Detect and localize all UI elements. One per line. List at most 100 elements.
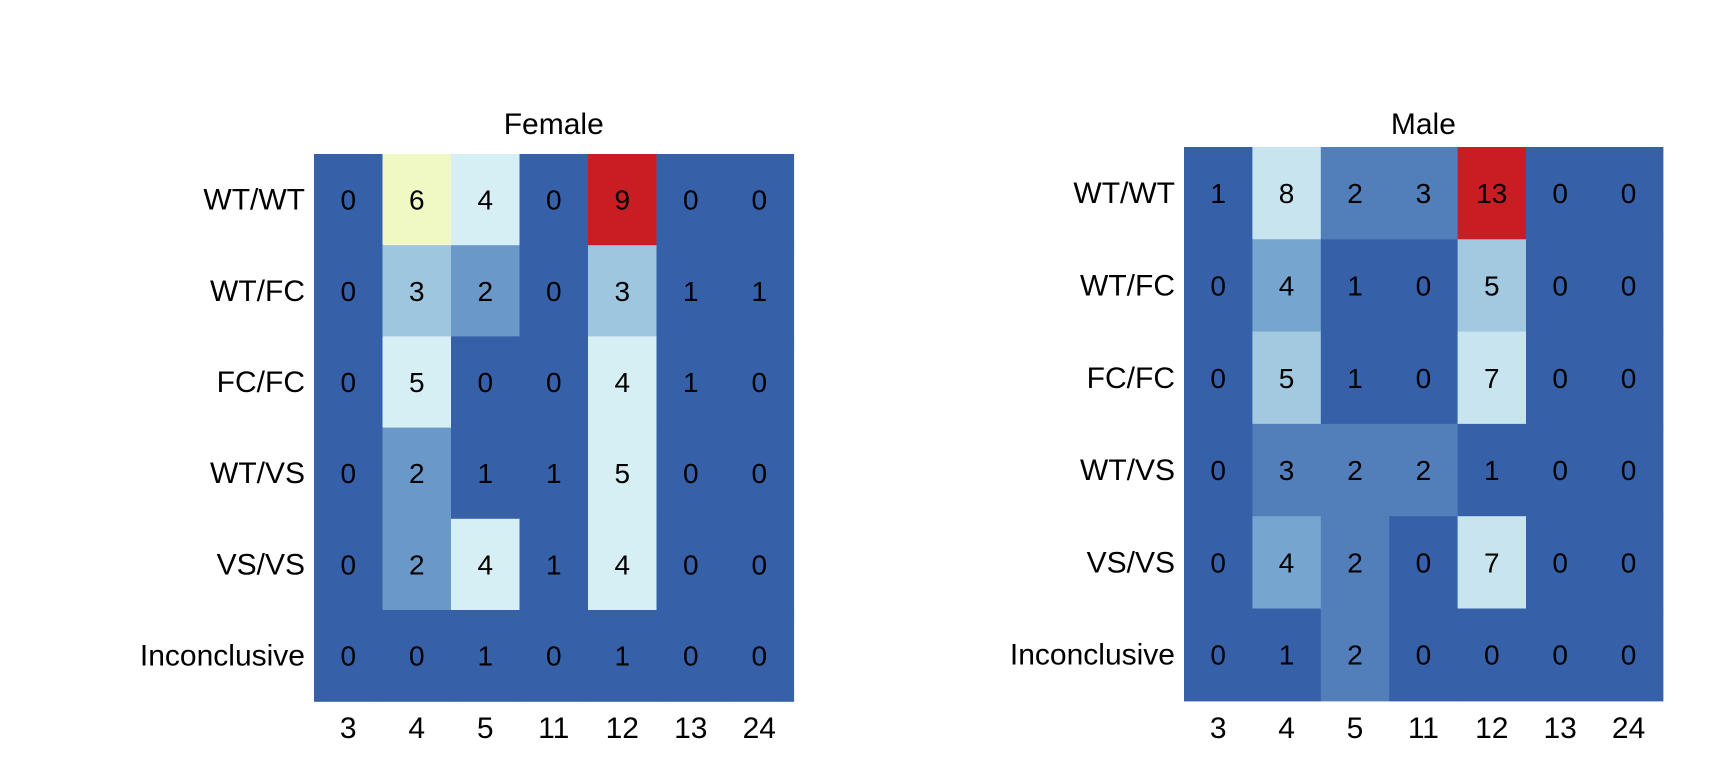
column-label: 13 <box>1544 712 1577 745</box>
heatmap-cell <box>451 518 521 611</box>
cell-value-label: 2 <box>1347 455 1363 486</box>
cell-value-label: 3 <box>409 276 425 307</box>
heatmap-cell <box>1594 239 1664 333</box>
heatmap-cell <box>656 336 726 429</box>
heatmap-cell <box>451 336 521 429</box>
row-label: Inconclusive <box>140 640 305 673</box>
column-label: 24 <box>1612 712 1645 745</box>
heatmap-cell <box>1184 331 1253 425</box>
cell-value-label: 2 <box>477 276 493 307</box>
column-label: 11 <box>538 712 569 745</box>
heatmap-cell <box>1389 516 1459 610</box>
cell-value-label: 0 <box>1552 640 1568 671</box>
cell-value-label: 0 <box>1621 178 1637 209</box>
cell-value-label: 1 <box>751 276 767 307</box>
cell-value-label: 0 <box>1621 640 1637 671</box>
cell-value-label: 0 <box>1210 455 1226 486</box>
row-label: WT/VS <box>210 457 305 490</box>
cell-value-label: 2 <box>1347 547 1363 578</box>
cell-value-label: 0 <box>1552 178 1568 209</box>
heatmap-cell <box>1457 423 1527 517</box>
heatmap-cell <box>656 518 726 611</box>
cell-value-label: 1 <box>1279 640 1295 671</box>
heatmap-cell <box>725 154 795 246</box>
column-label: 5 <box>1347 712 1364 745</box>
heatmap-cell <box>1389 147 1459 240</box>
row-label: Inconclusive <box>1010 639 1175 672</box>
cell-value-label: 5 <box>1484 270 1500 301</box>
heatmap-cell <box>382 427 452 520</box>
row-label: WT/FC <box>210 275 305 308</box>
cell-value-label: 0 <box>751 549 767 580</box>
heatmap-cell <box>1594 608 1664 702</box>
heatmap-cell <box>451 245 521 337</box>
cell-value-label: 3 <box>1416 178 1432 209</box>
column-label: 12 <box>606 712 639 745</box>
cell-value-label: 2 <box>1347 640 1363 671</box>
cell-value-label: 2 <box>409 549 425 580</box>
cell-value-label: 0 <box>1416 363 1432 394</box>
row-label: FC/FC <box>1087 362 1175 395</box>
cell-value-label: 13 <box>1476 178 1507 209</box>
heatmap-cell <box>1526 147 1595 240</box>
cell-value-label: 1 <box>477 458 493 489</box>
cell-value-label: 2 <box>409 458 425 489</box>
column-label: 3 <box>340 712 357 745</box>
cell-value-label: 0 <box>546 367 562 398</box>
heatmap-cell <box>1184 147 1253 240</box>
cell-value-label: 1 <box>546 549 562 580</box>
cell-value-label: 0 <box>546 641 562 672</box>
cell-value-label: 1 <box>546 458 562 489</box>
heatmap-cell <box>519 427 589 520</box>
heatmap-cell <box>451 427 521 520</box>
heatmap-cell <box>314 245 384 337</box>
heatmap-cell <box>1320 147 1390 240</box>
heatmap-cell <box>1457 608 1527 702</box>
row-label: FC/FC <box>217 366 305 399</box>
cell-value-label: 1 <box>477 641 493 672</box>
cell-value-label: 0 <box>751 641 767 672</box>
cell-value-label: 4 <box>1279 547 1295 578</box>
heatmap-cell <box>588 427 658 520</box>
heatmap-cell <box>1252 516 1322 610</box>
heatmap-cell <box>1457 239 1527 333</box>
cell-value-label: 3 <box>614 276 630 307</box>
cell-value-label: 7 <box>1484 363 1500 394</box>
cell-value-label: 0 <box>340 641 356 672</box>
heatmap-cell <box>1389 608 1459 702</box>
cell-value-label: 1 <box>683 276 699 307</box>
column-label: 24 <box>743 712 776 745</box>
heatmap-cell <box>382 336 452 429</box>
heatmap-cell <box>382 154 452 246</box>
cell-value-label: 0 <box>1621 547 1637 578</box>
cell-value-label: 0 <box>1552 270 1568 301</box>
cell-value-label: 0 <box>683 641 699 672</box>
row-label: WT/FC <box>1080 269 1175 302</box>
heatmap-cell <box>725 518 795 611</box>
cell-value-label: 0 <box>1210 640 1226 671</box>
cell-value-label: 0 <box>683 549 699 580</box>
heatmap-cell <box>725 336 795 429</box>
cell-value-label: 3 <box>1279 455 1295 486</box>
heatmap-cell <box>519 336 589 429</box>
heatmap-cell <box>1594 516 1664 610</box>
row-label: WT/WT <box>1073 177 1175 210</box>
heatmap-cell <box>1526 516 1595 610</box>
cell-value-label: 0 <box>1484 640 1500 671</box>
column-label: 13 <box>674 712 707 745</box>
cell-value-label: 0 <box>751 458 767 489</box>
cell-value-label: 1 <box>1347 363 1363 394</box>
heatmap-cell <box>1320 608 1390 702</box>
column-label: 11 <box>1408 712 1439 745</box>
heatmap-cell <box>588 154 658 246</box>
heatmap-cell <box>1252 239 1322 333</box>
heatmap-cell <box>1526 608 1595 702</box>
heatmap-cell <box>1184 423 1253 517</box>
heatmap-cell <box>1252 608 1322 702</box>
cell-value-label: 4 <box>477 549 493 580</box>
heatmap-cell <box>451 610 521 702</box>
cell-value-label: 0 <box>1552 363 1568 394</box>
